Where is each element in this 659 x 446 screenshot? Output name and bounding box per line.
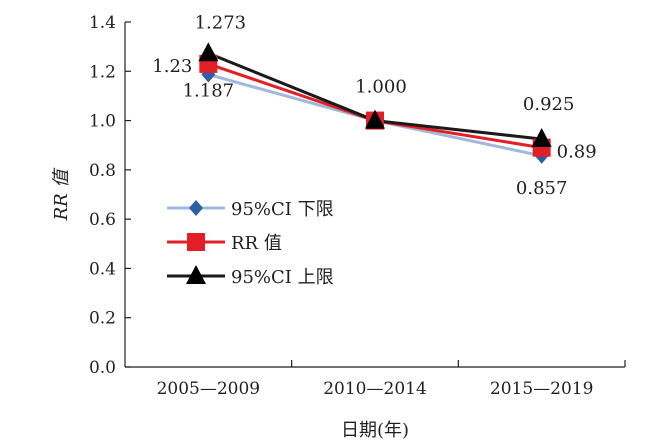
y-tick-label: 1.0 <box>89 112 116 132</box>
series-markers <box>198 42 552 164</box>
legend-marker-diamond <box>189 200 203 216</box>
legend: 95%CI 下限 RR 值 95%CI 上限 <box>167 199 334 288</box>
y-tick-label: 0.4 <box>89 259 116 279</box>
y-tick-label: 0.8 <box>89 161 116 181</box>
data-label: 1.273 <box>195 12 247 33</box>
x-tick-label: 2015—2019 <box>490 379 594 399</box>
data-label: 0.89 <box>557 142 597 163</box>
y-tick-label: 0.2 <box>89 309 116 329</box>
data-point-triangle <box>531 128 552 148</box>
legend-label: 95%CI 下限 <box>231 199 334 220</box>
data-label: 1.187 <box>183 80 235 101</box>
y-tick-label: 1.4 <box>89 13 116 33</box>
y-tick-label: 0.6 <box>89 210 116 230</box>
legend-label: 95%CI 上限 <box>231 267 334 288</box>
y-axis-title: RR 值 <box>51 167 72 222</box>
data-label: 0.857 <box>516 178 568 199</box>
data-label: 1.23 <box>152 56 192 77</box>
x-tick-label: 2010—2014 <box>323 379 427 399</box>
legend-label: RR 值 <box>231 233 282 254</box>
series-lines <box>207 51 542 158</box>
data-label: 0.925 <box>523 94 575 115</box>
x-ticks: 2005—2009 2010—2014 2015—2019 <box>157 360 626 399</box>
y-tick-label: 1.2 <box>89 62 116 82</box>
legend-marker-triangle <box>186 265 206 284</box>
data-point-triangle <box>365 109 385 129</box>
data-label: 1.000 <box>355 77 407 98</box>
x-axis-title: 日期(年) <box>341 420 409 441</box>
legend-marker-square <box>187 233 205 251</box>
data-labels: 1.187 1.23 1.273 1.000 0.925 0.89 0.857 <box>152 12 596 199</box>
y-tick-label: 0.0 <box>89 358 116 378</box>
x-tick-label: 2005—2009 <box>157 379 261 399</box>
y-ticks: 0.0 0.2 0.4 0.6 0.8 1.0 1.2 1.4 <box>89 13 131 378</box>
data-point-triangle <box>198 42 219 62</box>
axes <box>124 22 625 368</box>
